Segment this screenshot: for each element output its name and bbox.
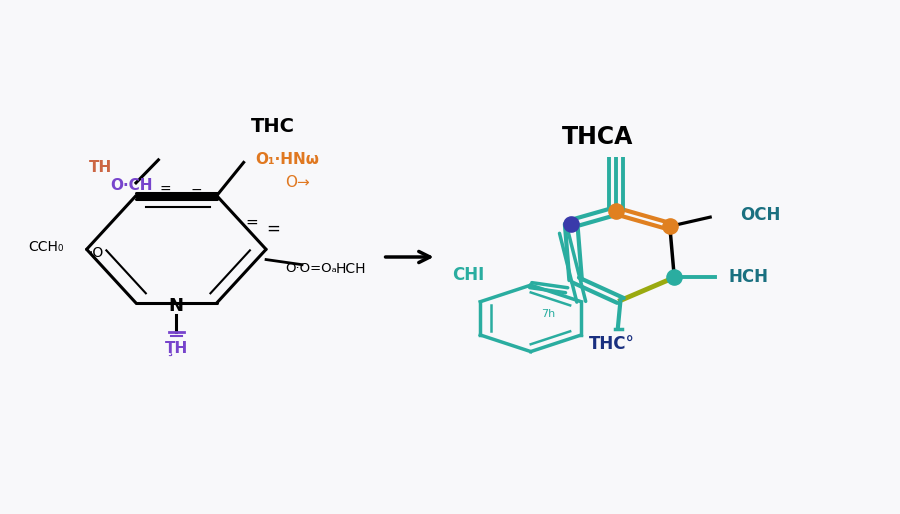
Point (662, 222, 677, 230)
Text: OCH: OCH (740, 206, 780, 224)
Text: THC: THC (251, 117, 295, 136)
Text: CHI: CHI (452, 266, 484, 284)
Text: =: = (246, 215, 258, 230)
Text: =: = (160, 182, 171, 196)
Text: ŢH: ŢH (165, 340, 188, 356)
Text: CCH₀: CCH₀ (29, 240, 64, 254)
Text: =: = (266, 220, 280, 238)
Text: 7h: 7h (542, 309, 556, 319)
Point (608, 207, 623, 215)
Point (667, 273, 681, 282)
Text: ·O: ·O (88, 246, 104, 261)
Text: O→: O→ (285, 175, 310, 190)
Text: O·O=Oₐ: O·O=Oₐ (285, 262, 337, 276)
Text: O·CH: O·CH (110, 178, 153, 193)
Text: THCA: THCA (562, 125, 634, 149)
Text: N: N (169, 297, 184, 315)
Text: HCH: HCH (336, 262, 366, 276)
Text: O₁·HNω: O₁·HNω (255, 152, 319, 168)
Text: HCH: HCH (728, 268, 768, 286)
Text: TH: TH (88, 160, 112, 175)
Point (564, 219, 579, 228)
Text: THC°: THC° (589, 335, 634, 353)
Text: =: = (190, 186, 202, 200)
